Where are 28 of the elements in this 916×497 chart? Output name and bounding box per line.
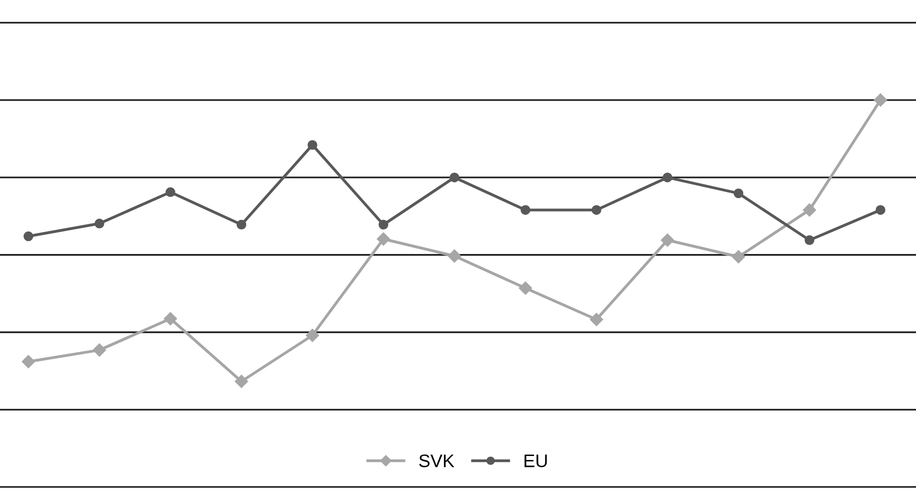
point (92, 343, 106, 357)
point (732, 250, 746, 264)
point (236, 220, 246, 230)
point (94, 218, 104, 228)
point (22, 355, 35, 368)
point (590, 312, 604, 326)
point (660, 234, 674, 247)
point (166, 187, 176, 198)
point (24, 231, 34, 242)
point (448, 249, 462, 263)
point (164, 312, 178, 326)
point (734, 188, 744, 198)
point (376, 232, 390, 246)
point (802, 203, 816, 217)
point (450, 172, 460, 182)
point (378, 220, 388, 230)
point (306, 328, 320, 342)
point (876, 205, 886, 215)
point (518, 282, 532, 295)
point (308, 140, 318, 150)
point (662, 172, 672, 182)
point (874, 93, 888, 107)
point (804, 235, 814, 246)
point (592, 205, 602, 215)
legend-label: EU (524, 454, 547, 468)
point (520, 205, 530, 215)
legend-label: SVK (419, 454, 454, 468)
point (234, 374, 248, 388)
